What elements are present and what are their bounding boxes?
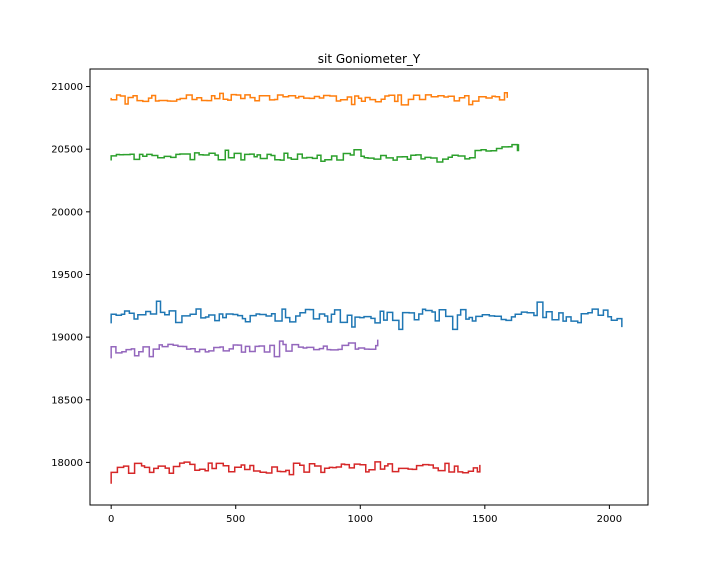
series-line-4 [110,461,481,484]
x-tick-label: 500 [226,514,245,525]
y-axis: 18000 18500 19000 19500 20000 20500 21000 [51,82,90,469]
chart-title: sit Goniometer_Y [318,52,421,66]
series-line-2 [110,92,508,106]
y-tick-label: 19000 [51,333,83,344]
y-tick-label: 20500 [51,145,83,156]
x-tick-label: 0 [108,514,114,525]
y-tick-label: 19500 [51,270,83,281]
x-tick-label: 1000 [348,514,373,525]
x-axis: 0 500 1000 1500 2000 [108,505,622,525]
x-tick-label: 1500 [472,514,497,525]
x-tick-label: 2000 [597,514,622,525]
series-line-3 [110,143,520,163]
plot-frame [89,68,649,506]
y-tick-label: 18000 [51,458,83,469]
series-line-1 [110,300,623,331]
y-tick-label: 21000 [51,82,83,93]
y-tick-label: 20000 [51,207,83,218]
series-line-5 [110,339,379,359]
plot-area [110,92,623,484]
y-tick-label: 18500 [51,395,83,406]
